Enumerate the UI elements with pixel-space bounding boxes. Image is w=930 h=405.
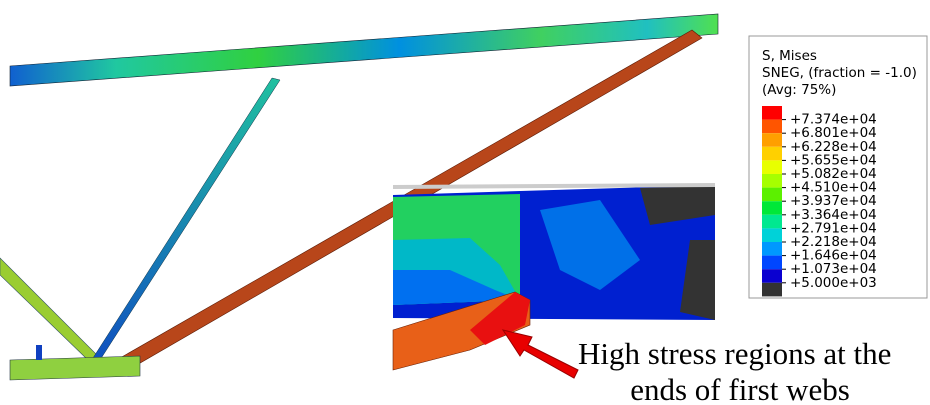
legend-swatch — [762, 283, 782, 297]
legend-swatch — [762, 256, 782, 270]
legend-swatch — [762, 133, 782, 147]
page: High stress regions at the ends of first… — [0, 0, 930, 405]
legend-swatch — [762, 106, 782, 120]
legend-swatch — [762, 160, 782, 174]
legend-swatch — [762, 120, 782, 134]
annotation-line: High stress regions at the — [578, 336, 891, 371]
screenshot: High stress regions at the ends of first… — [0, 0, 930, 405]
thin-web — [93, 78, 280, 360]
stiffener — [36, 345, 42, 360]
legend-title: S, Mises — [762, 48, 817, 64]
legend-title: SNEG, (fraction = -1.0) — [762, 65, 917, 81]
legend-title: (Avg: 75%) — [762, 82, 836, 98]
legend-level: +5.000e+03 — [790, 275, 877, 291]
legend-swatch — [762, 174, 782, 188]
legend-swatch — [762, 269, 782, 283]
bottom-chord — [10, 356, 140, 380]
legend-swatch — [762, 147, 782, 161]
annotation-line: ends of first webs — [630, 372, 850, 405]
legend-swatch — [762, 215, 782, 229]
legend-swatch — [762, 188, 782, 202]
top-chord — [10, 14, 718, 86]
legend-swatch — [762, 242, 782, 256]
legend-swatch — [762, 228, 782, 242]
left-web — [0, 258, 100, 362]
arrow — [503, 330, 578, 378]
legend-swatch — [762, 201, 782, 215]
